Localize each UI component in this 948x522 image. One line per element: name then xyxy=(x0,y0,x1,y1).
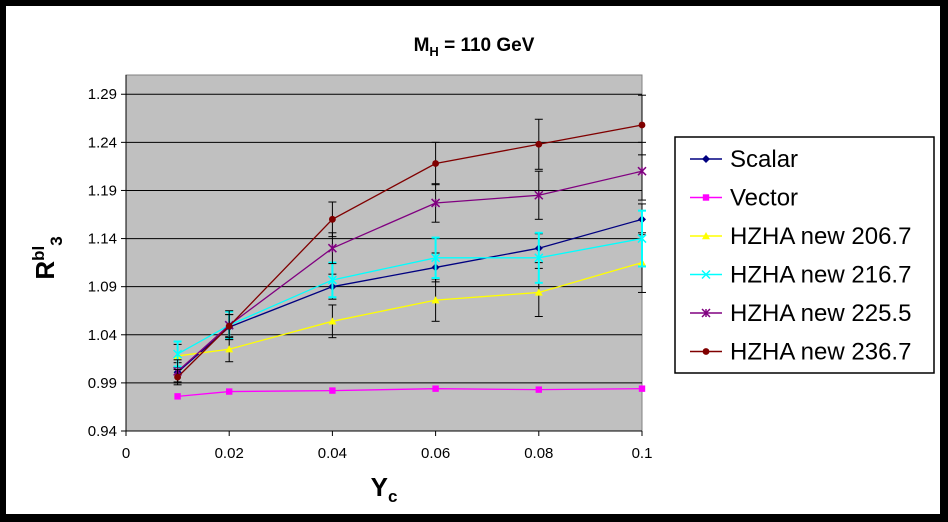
chart-title: MH = 110 GeV xyxy=(414,35,535,59)
y-tick-label: 1.24 xyxy=(88,134,117,151)
legend: Scalar Vector HZHA new 206.7 HZHA new 216.7… xyxy=(674,136,935,374)
series-2-point xyxy=(638,385,646,392)
series-6-point xyxy=(432,160,439,167)
legend-marker xyxy=(702,194,710,201)
series-2-point xyxy=(174,393,181,400)
series-3-point xyxy=(534,288,543,296)
series-5-point xyxy=(431,198,441,208)
legend-marker xyxy=(702,348,710,355)
series-6-point xyxy=(225,322,233,330)
x-tick-label: 0 xyxy=(122,445,130,462)
series-3-point xyxy=(328,317,337,325)
series-6-point xyxy=(329,215,336,223)
x-tick-labels: 0 0.02 0.04 0.06 0.08 0.1 xyxy=(122,445,653,462)
series-layer xyxy=(173,94,647,400)
legend-label: HZHA new 225.5 xyxy=(730,300,911,327)
y-tick-labels: 0.94 0.99 1.04 1.09 1.14 1.19 1.24 1.29 xyxy=(88,86,117,440)
legend-label: Vector xyxy=(730,185,798,212)
series-6-point xyxy=(638,121,646,129)
series-2 xyxy=(174,385,646,400)
series-3-point xyxy=(225,345,234,353)
series-5-point xyxy=(534,190,544,200)
x-tick-label: 0.02 xyxy=(215,445,244,462)
chart-frame: MH = 110 GeV 0.94 0.99 1.04 1.09 1.14 1.19 1.2… xyxy=(6,6,940,514)
plot-area xyxy=(125,74,643,432)
legend-label: HZHA new 216.7 xyxy=(730,262,911,289)
x-tick-label: 0.04 xyxy=(318,445,347,462)
legend-marker xyxy=(701,308,711,318)
y-tick-label: 0.94 xyxy=(88,423,117,440)
series-4-point xyxy=(637,234,647,244)
series-2-line xyxy=(177,388,643,398)
x-tick-label: 0.06 xyxy=(421,445,450,462)
series-4-line xyxy=(177,237,643,355)
legend-item-2: Vector xyxy=(690,185,798,212)
x-tick-label: 0.1 xyxy=(632,445,653,462)
y-tick-label: 1.19 xyxy=(88,182,117,199)
legend-label: Scalar xyxy=(730,146,798,173)
y-axis-label: Rbl3 xyxy=(29,236,66,279)
y-tick-label: 1.29 xyxy=(88,86,117,103)
y-tick-label: 1.04 xyxy=(88,327,117,344)
series-3-line xyxy=(177,261,643,357)
x-tick-label: 0.08 xyxy=(524,445,553,462)
series-2-point xyxy=(329,387,336,394)
legend-label: HZHA new 236.7 xyxy=(730,339,911,366)
series-5-point xyxy=(637,166,647,176)
legend-box xyxy=(674,136,935,374)
series-6-line xyxy=(177,124,643,378)
series-4-point xyxy=(431,253,441,263)
series-5-point xyxy=(327,243,337,253)
legend-item-1: Scalar xyxy=(690,146,798,173)
series-2-point xyxy=(432,385,439,392)
series-2-point xyxy=(226,388,233,395)
axes xyxy=(121,75,643,436)
legend-marker xyxy=(702,155,710,163)
legend-item-5: HZHA new 225.5 xyxy=(690,300,911,327)
legend-marker xyxy=(702,232,710,240)
series-2-point xyxy=(535,386,542,393)
series-4-point xyxy=(534,253,544,263)
legend-item-3: HZHA new 206.7 xyxy=(690,223,911,250)
series-4-point xyxy=(327,275,337,285)
series-4-point xyxy=(173,349,183,359)
legend-item-4: HZHA new 216.7 xyxy=(690,262,911,289)
legend-item-6: HZHA new 236.7 xyxy=(690,339,911,366)
x-axis-label: Yc xyxy=(371,472,398,506)
legend-label: HZHA new 206.7 xyxy=(730,223,911,250)
series-6-point xyxy=(174,373,182,381)
series-3-point xyxy=(431,296,440,304)
y-tick-label: 0.99 xyxy=(88,375,117,392)
series-5-line xyxy=(177,170,643,372)
y-tick-label: 1.14 xyxy=(88,231,117,248)
chart: MH = 110 GeV 0.94 0.99 1.04 1.09 1.14 1.19 1.2… xyxy=(29,35,935,506)
series-6 xyxy=(173,94,646,386)
legend-marker xyxy=(701,269,711,280)
series-6-point xyxy=(535,140,543,148)
series-4 xyxy=(173,209,647,368)
y-tick-label: 1.09 xyxy=(88,279,117,296)
